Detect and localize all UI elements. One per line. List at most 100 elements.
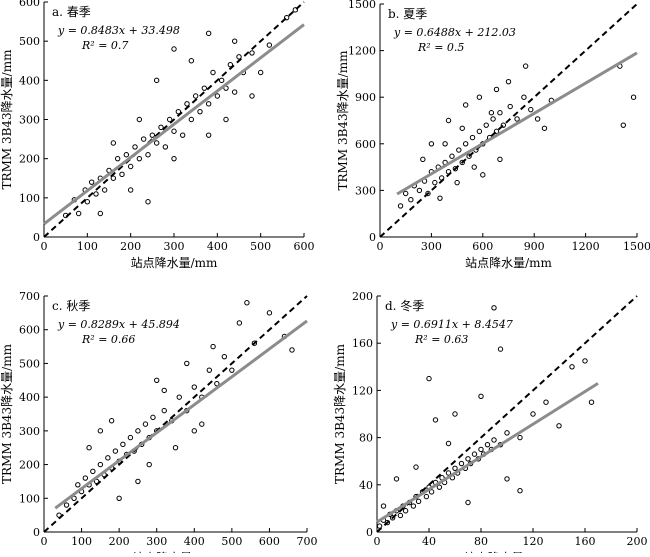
data-point: [420, 156, 426, 163]
y-tick-label: 0: [369, 231, 376, 244]
y-tick-label: 200: [19, 459, 40, 472]
data-point: [452, 411, 458, 417]
panel-label: d. 冬季: [385, 298, 424, 313]
data-point: [201, 85, 208, 91]
x-tick-label: 500: [250, 240, 271, 253]
data-point: [582, 358, 588, 364]
data-point: [458, 460, 465, 467]
data-point: [231, 89, 238, 95]
data-point: [158, 124, 164, 131]
x-tick-label: 500: [221, 535, 242, 548]
data-point: [493, 128, 500, 135]
x-tick-label: 400: [184, 535, 205, 548]
regression-line: [43, 23, 305, 226]
data-point: [289, 347, 295, 353]
data-point: [75, 210, 82, 217]
data-point: [171, 46, 177, 52]
data-point: [266, 310, 273, 316]
data-point: [556, 423, 562, 429]
data-point: [172, 445, 179, 451]
data-point: [423, 493, 430, 500]
data-point: [119, 171, 125, 178]
data-point: [449, 153, 455, 159]
data-point: [483, 122, 489, 128]
y-tick-label: 80: [359, 432, 373, 445]
data-point: [221, 353, 228, 360]
reference-line-1to1: [43, 1, 305, 238]
data-point: [146, 461, 152, 468]
data-point: [432, 179, 438, 186]
data-point: [127, 163, 134, 170]
data-point: [191, 428, 197, 434]
data-point: [465, 456, 471, 462]
data-point: [105, 455, 111, 461]
x-tick-label: 0: [41, 535, 48, 548]
y-tick-label: 600: [19, 324, 40, 337]
data-point: [484, 441, 491, 448]
data-point: [416, 187, 423, 194]
data-point: [497, 156, 503, 163]
data-point: [249, 93, 255, 99]
panel-4: 0 40 80 120 160 200 0 40 80 120 160 200 d. 冬季 y = 0.6…: [333, 290, 648, 557]
y-tick-label: 0: [33, 526, 40, 539]
data-point: [569, 364, 575, 370]
data-point: [257, 69, 264, 76]
data-point: [410, 503, 417, 509]
x-tick-label: 80: [474, 535, 488, 548]
data-point: [97, 210, 104, 217]
data-point: [218, 77, 225, 84]
data-point: [97, 428, 104, 434]
x-tick-label: 100: [71, 535, 92, 548]
x-tick-label: 1200: [572, 240, 600, 253]
data-point: [478, 446, 484, 453]
data-point: [462, 141, 469, 147]
data-point: [227, 61, 234, 68]
r-squared-label: R² = 0.7: [81, 39, 128, 52]
data-point: [376, 523, 383, 529]
x-tick-label: 0: [41, 240, 48, 253]
y-tick-label: 120: [352, 384, 373, 397]
data-point: [491, 437, 497, 443]
panel-label: a. 春季: [52, 5, 91, 19]
data-point: [465, 499, 471, 506]
data-point: [445, 470, 452, 476]
data-point: [445, 169, 452, 175]
data-point: [408, 197, 414, 203]
y-axis-label: TRMM 3B43降水量/mm: [0, 49, 14, 190]
y-tick-label: 400: [19, 391, 40, 404]
data-point: [425, 190, 431, 197]
data-point: [171, 155, 177, 162]
x-tick-label: 400: [207, 240, 228, 253]
data-point: [127, 434, 134, 441]
data-point: [480, 172, 486, 178]
data-point: [132, 144, 138, 150]
data-point: [389, 515, 396, 521]
y-tick-label: 200: [352, 290, 373, 303]
y-tick-label: 700: [19, 290, 40, 303]
regression-equation: y = 0.6488x + 212.03: [393, 26, 516, 39]
data-point: [517, 488, 523, 494]
panel-3: 0 100 200 300 400 500 600 700 0 100 200 300 400 500 60…: [0, 290, 318, 557]
data-point: [136, 155, 143, 162]
data-point: [476, 128, 483, 135]
x-tick-label: 160: [575, 535, 596, 548]
data-point: [402, 508, 409, 514]
y-axis-label: TRMM 3B43降水量/mm: [333, 343, 347, 484]
data-point: [426, 375, 432, 382]
data-point: [507, 103, 513, 110]
y-tick-label: 300: [355, 184, 376, 197]
data-point: [452, 465, 458, 471]
regression-line: [376, 382, 599, 524]
data-point: [436, 484, 443, 490]
data-point: [504, 476, 510, 482]
data-point: [123, 152, 130, 158]
y-tick-label: 0: [33, 231, 40, 244]
data-point: [428, 489, 435, 495]
data-point: [415, 498, 422, 505]
data-point: [214, 380, 220, 387]
data-point: [136, 116, 143, 123]
panel-label: c. 秋季: [52, 299, 90, 313]
data-point: [588, 399, 595, 405]
y-tick-label: 1200: [348, 45, 376, 58]
